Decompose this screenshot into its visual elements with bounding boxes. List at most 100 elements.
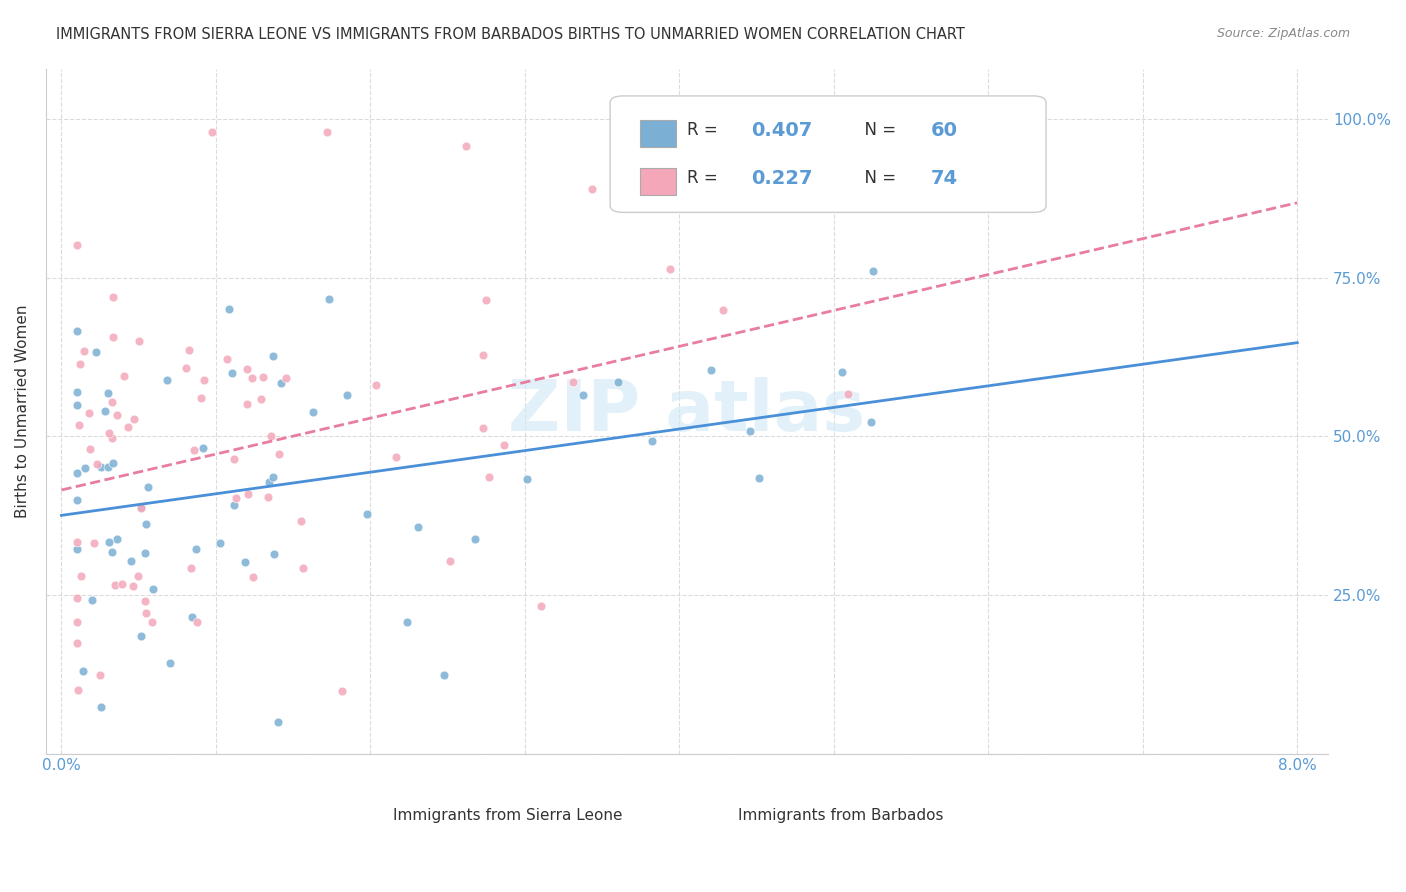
Point (190, 392, 212, 406)
Point (84, 344, 107, 359)
Point (101, 290, 124, 304)
Point (260, 428, 283, 442)
Y-axis label: Births to Unmarried Women: Births to Unmarried Women (15, 304, 30, 517)
Point (66, 493, 89, 508)
Point (236, 487, 259, 501)
FancyBboxPatch shape (640, 168, 675, 195)
Point (242, 570, 264, 584)
Point (104, 578, 127, 592)
Text: 60: 60 (931, 120, 957, 140)
Point (270, 376, 292, 390)
Point (530, 599, 553, 613)
Point (302, 405, 325, 419)
Point (131, 500, 153, 515)
Point (67, 418, 90, 433)
Point (267, 714, 290, 729)
Point (406, 519, 429, 533)
Text: R =: R = (688, 169, 723, 187)
Point (316, 125, 339, 139)
Point (208, 536, 231, 550)
Point (66, 542, 89, 557)
Point (200, 125, 222, 139)
Point (112, 368, 135, 383)
Point (86, 457, 108, 471)
Point (66, 591, 89, 606)
Point (142, 582, 165, 596)
Point (318, 292, 340, 306)
Point (186, 615, 208, 630)
Point (606, 375, 628, 389)
Text: Source: ZipAtlas.com: Source: ZipAtlas.com (1216, 27, 1350, 40)
Point (748, 471, 770, 485)
Point (100, 395, 122, 409)
Point (127, 569, 149, 583)
Point (396, 615, 419, 629)
Point (562, 375, 585, 389)
Point (66, 385, 89, 400)
Point (136, 480, 159, 494)
Text: N =: N = (853, 169, 901, 187)
Point (129, 629, 152, 643)
Point (183, 442, 205, 457)
Point (711, 303, 734, 318)
Point (217, 352, 239, 367)
Point (252, 370, 274, 384)
Point (98, 425, 121, 440)
Point (135, 606, 157, 620)
Point (66, 682, 89, 697)
Point (290, 514, 312, 528)
Text: IMMIGRANTS FROM SIERRA LEONE VS IMMIGRANTS FROM BARBADOS BIRTHS TO UNMARRIED WOM: IMMIGRANTS FROM SIERRA LEONE VS IMMIGRAN… (56, 27, 965, 42)
Point (159, 656, 181, 670)
Point (193, 373, 215, 387)
Point (156, 373, 179, 387)
Point (641, 434, 664, 448)
Point (97, 459, 120, 474)
Point (141, 615, 163, 629)
Point (66, 636, 89, 650)
Text: 74: 74 (931, 169, 957, 187)
Point (384, 450, 406, 465)
Point (221, 367, 243, 381)
Point (135, 516, 157, 531)
Point (700, 363, 723, 377)
Point (464, 532, 486, 546)
Point (101, 545, 124, 559)
Point (184, 542, 207, 557)
Point (89, 668, 111, 682)
Point (70, 568, 93, 582)
Point (831, 364, 853, 378)
FancyBboxPatch shape (713, 791, 738, 812)
Point (478, 470, 501, 484)
Point (66, 615, 89, 629)
Point (472, 420, 495, 434)
Point (262, 469, 284, 483)
Text: N =: N = (853, 121, 901, 139)
Point (330, 684, 353, 698)
Point (263, 547, 285, 561)
Point (233, 555, 256, 569)
Point (224, 451, 246, 466)
Point (222, 498, 245, 512)
Point (472, 348, 495, 362)
Point (101, 330, 124, 344)
Point (66, 399, 89, 413)
Point (474, 293, 496, 307)
Point (120, 554, 142, 568)
Point (191, 441, 214, 455)
Point (90, 459, 112, 474)
Point (218, 301, 240, 316)
Point (572, 388, 595, 402)
Text: ZIP atlas: ZIP atlas (509, 376, 866, 445)
Point (90, 700, 112, 714)
FancyBboxPatch shape (380, 791, 405, 812)
Point (134, 546, 156, 560)
Text: R =: R = (688, 121, 723, 139)
Point (66, 237, 89, 252)
Point (105, 532, 128, 546)
Point (97, 386, 120, 401)
Point (105, 409, 128, 423)
Point (236, 397, 259, 411)
Point (240, 371, 263, 385)
Point (267, 447, 290, 461)
Point (97, 535, 120, 549)
